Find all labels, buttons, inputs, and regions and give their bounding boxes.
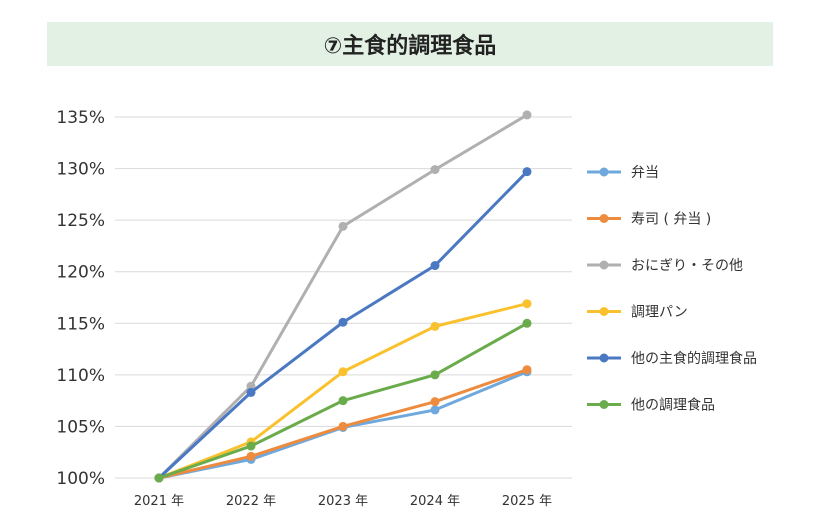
data-point — [154, 473, 164, 483]
legend-marker — [599, 400, 609, 409]
y-tick-label: 110% — [56, 366, 105, 386]
data-point — [522, 299, 532, 309]
y-tick-label: 105% — [56, 417, 105, 437]
data-point — [430, 397, 440, 407]
legend-label: 寿司 ( 弁当 ) — [631, 211, 711, 228]
data-point — [430, 261, 440, 271]
legend-label: おにぎり・その他 — [631, 258, 743, 274]
data-point — [430, 165, 440, 175]
legend-label: 他の主食的調理食品 — [631, 350, 757, 367]
data-point — [246, 387, 256, 397]
data-point — [338, 221, 348, 231]
legend-label: 他の調理食品 — [631, 397, 715, 414]
y-tick-label: 135% — [56, 108, 105, 128]
x-tick-label: 2023 年 — [318, 494, 368, 509]
data-point — [338, 421, 348, 431]
data-point — [522, 167, 532, 177]
data-point — [430, 370, 440, 380]
data-point — [246, 441, 256, 451]
data-point — [338, 367, 348, 377]
legend-marker — [599, 353, 609, 363]
x-tick-label: 2021 年 — [134, 494, 184, 509]
legend-label: 弁当 — [631, 165, 659, 181]
legend-label: 調理パン — [631, 305, 688, 321]
data-point — [338, 396, 348, 406]
data-point — [246, 381, 256, 391]
data-point — [338, 317, 348, 327]
chart-title: ⑦主食的調理食品 — [47, 22, 773, 66]
series-line — [158, 302, 528, 480]
y-tick-label: 130% — [56, 160, 105, 180]
legend-marker — [599, 260, 609, 270]
y-tick-label: 120% — [56, 263, 105, 283]
data-point — [430, 405, 440, 415]
legend-marker — [599, 167, 609, 177]
data-point — [430, 321, 440, 331]
legend-marker — [599, 214, 609, 223]
y-tick-label: 115% — [56, 314, 105, 334]
legend-marker — [599, 307, 609, 316]
data-point — [522, 318, 532, 328]
x-tick-label: 2022 年 — [226, 494, 276, 509]
data-point — [522, 365, 532, 375]
y-tick-label: 125% — [56, 211, 105, 231]
x-tick-label: 2025 年 — [502, 494, 552, 509]
y-tick-label: 100% — [56, 469, 105, 489]
data-point — [246, 451, 256, 461]
data-point — [522, 110, 532, 120]
x-tick-label: 2024 年 — [410, 494, 460, 509]
